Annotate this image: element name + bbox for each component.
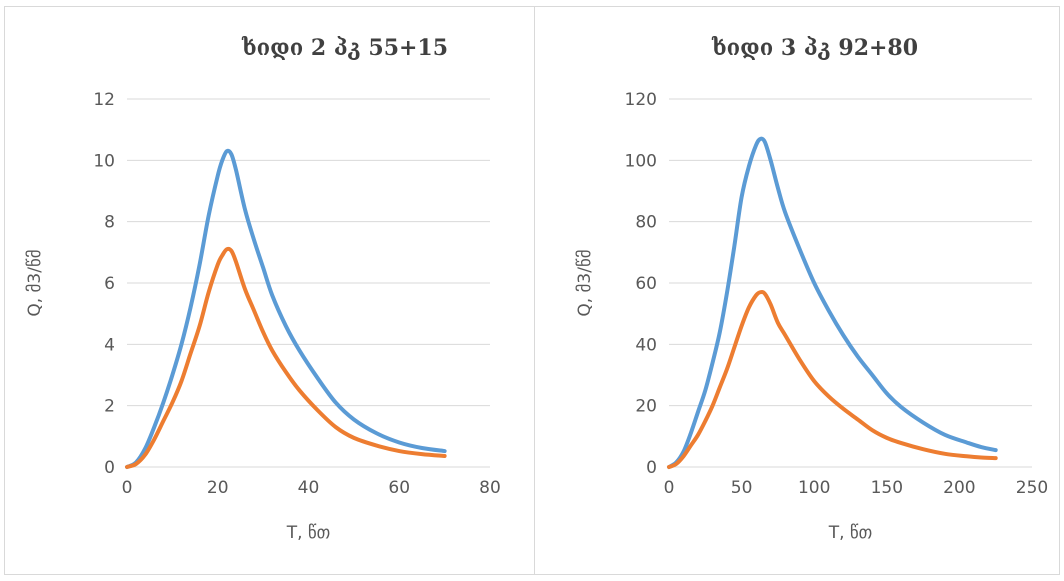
x-tick-label: 100 xyxy=(798,478,830,498)
y-tick-label: 60 xyxy=(635,274,657,294)
y-tick-label: 6 xyxy=(104,274,115,294)
y-tick-label: 0 xyxy=(104,458,115,478)
series-line-2 xyxy=(667,290,998,469)
x-tick-label: 60 xyxy=(388,478,410,498)
x-tick-label: 200 xyxy=(943,478,975,498)
series-line-1 xyxy=(667,136,998,469)
y-tick-label: 120 xyxy=(625,90,657,110)
x-tick-label: 20 xyxy=(207,478,229,498)
chart-title: ხიდი 3 პკ 92+80 xyxy=(711,35,918,61)
x-axis-title: T, წთ xyxy=(828,523,873,543)
y-axis-title: Q, მ3/წმ xyxy=(25,249,45,316)
y-axis-title: Q, მ3/წმ xyxy=(575,249,595,316)
y-tick-label: 12 xyxy=(93,90,115,110)
y-tick-label: 10 xyxy=(93,151,115,171)
y-tick-label: 4 xyxy=(104,335,115,355)
y-tick-label: 20 xyxy=(635,397,657,417)
x-axis-title: T, წთ xyxy=(286,523,331,543)
chart-panel-right xyxy=(534,6,1060,575)
y-tick-label: 8 xyxy=(104,213,115,233)
y-tick-label: 0 xyxy=(646,458,657,478)
x-tick-label: 250 xyxy=(1016,478,1048,498)
y-tick-label: 80 xyxy=(635,213,657,233)
chart-right: 0 20 40 60 80 100 120 0 50 100 150 200 250 ხიდი 3 პკ … xyxy=(575,35,1048,543)
chart-title: ხიდი 2 პკ 55+15 xyxy=(241,35,448,61)
y-tick-label: 40 xyxy=(635,335,657,355)
chart-left: 0 2 4 6 8 10 12 0 20 40 60 80 ხიდი 2 პკ 55+15 T, წთ Q,… xyxy=(25,35,501,543)
x-tick-label: 0 xyxy=(122,478,133,498)
y-tick-label: 2 xyxy=(104,397,115,417)
x-tick-label: 40 xyxy=(298,478,320,498)
series-line-1 xyxy=(125,148,447,469)
x-tick-label: 50 xyxy=(731,478,753,498)
x-tick-label: 150 xyxy=(871,478,903,498)
series-line-2 xyxy=(125,246,447,469)
x-tick-label: 0 xyxy=(664,478,675,498)
y-tick-label: 100 xyxy=(625,151,657,171)
x-tick-label: 80 xyxy=(479,478,501,498)
